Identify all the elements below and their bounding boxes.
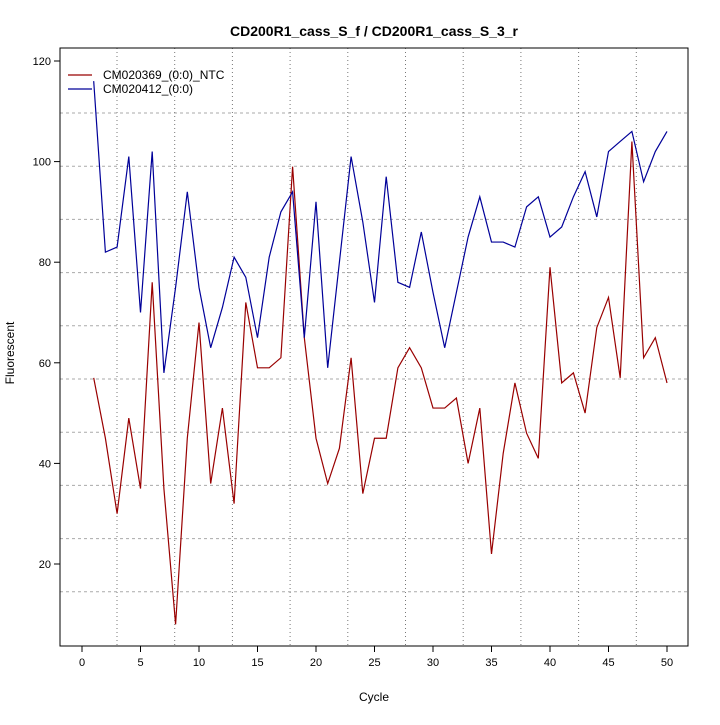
axes: 0 5 10 15 20 25 30 35 40 45 50 20 40 60 80 100 120	[33, 56, 673, 669]
series-lines	[93, 81, 668, 625]
x-tick-label: 25	[368, 657, 380, 669]
x-tick-label: 35	[485, 657, 497, 669]
y-tick-label: 60	[39, 358, 51, 370]
y-tick-label: 40	[39, 458, 51, 470]
x-tick-label: 50	[661, 657, 673, 669]
y-tick-label: 100	[33, 157, 51, 169]
legend-label: CM020369_(0:0)_NTC	[103, 68, 225, 82]
y-tick-label: 120	[33, 56, 51, 68]
chart-title: CD200R1_cass_S_f / CD200R1_cass_S_3_r	[230, 23, 519, 39]
grid	[60, 48, 688, 646]
x-tick-label: 15	[251, 657, 263, 669]
plot-frame	[59, 47, 689, 647]
x-tick-label: 0	[79, 657, 85, 669]
x-tick-label: 45	[602, 657, 614, 669]
x-tick-label: 40	[544, 657, 556, 669]
y-axis-label: Fluorescent	[3, 321, 17, 384]
legend-label: CM020412_(0:0)	[103, 82, 193, 96]
x-tick-label: 10	[193, 657, 205, 669]
x-tick-label: 20	[310, 657, 322, 669]
x-axis-label: Cycle	[359, 690, 389, 704]
x-tick-label: 30	[427, 657, 439, 669]
series-line-2	[93, 81, 668, 373]
series-line-1	[93, 141, 668, 625]
y-tick-label: 20	[39, 559, 51, 571]
x-tick-label: 5	[137, 657, 143, 669]
y-tick-label: 80	[39, 257, 51, 269]
